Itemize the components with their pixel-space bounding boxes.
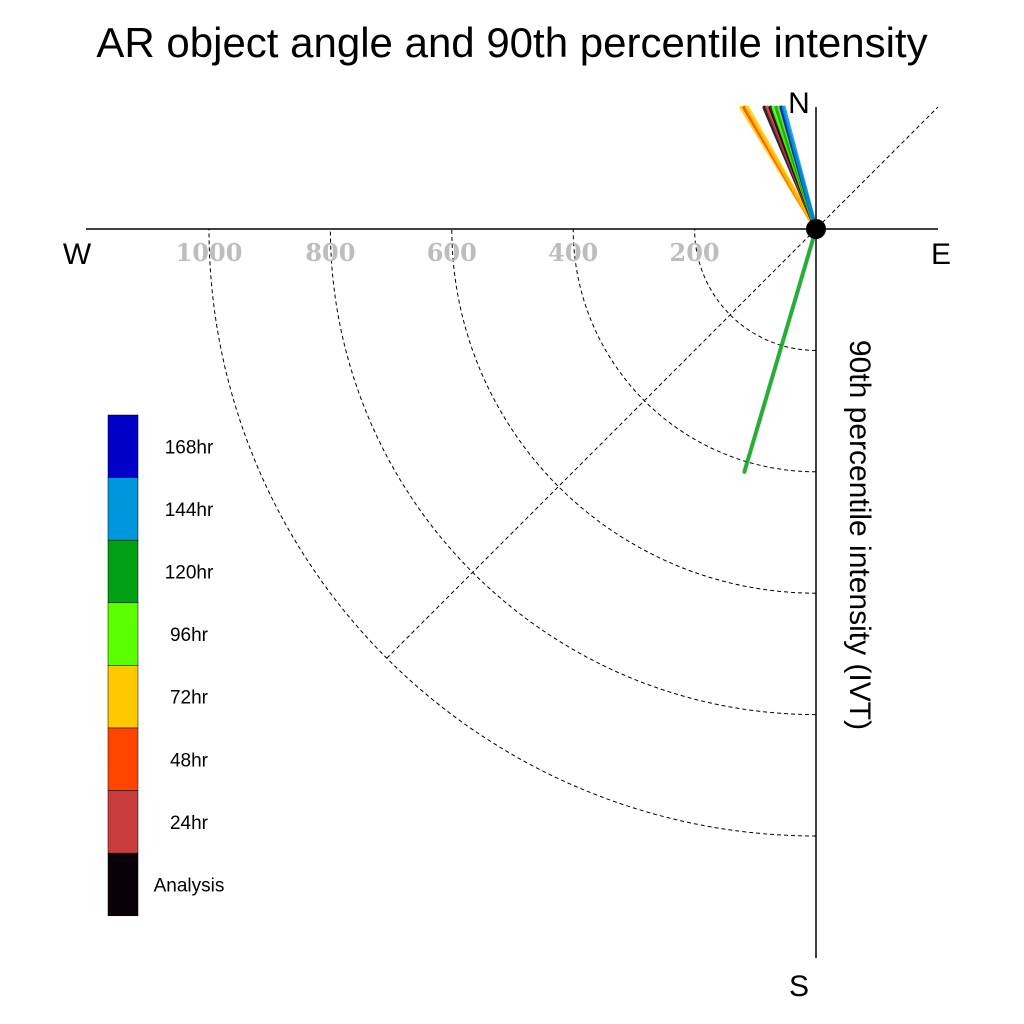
legend-swatch-48hr [107,727,139,791]
axes [86,107,938,958]
legend-swatch-analysis [107,852,139,917]
radial-axis-title: 90th percentile intensity (IVT) [843,340,876,730]
radial-tick-label-200: 200 [670,238,720,267]
radial-tick-label-600: 600 [427,238,477,267]
vector-120hr-11 [742,227,818,474]
grid [208,106,939,837]
legend-swatch-24hr [107,790,139,854]
radial-tick-label-1000: 1000 [176,238,243,267]
legend-label-analysis: Analysis [154,876,225,897]
legend-label-24hr: 24hr [170,813,209,834]
radial-tick-label-400: 400 [548,238,598,267]
legend-label-168hr: 168hr [165,437,214,458]
compass-east-label: E [931,238,951,271]
legend-label-144hr: 144hr [165,500,214,521]
legend-label-48hr: 48hr [170,750,209,771]
grid-diagonal [386,106,939,659]
vector-72hr-2 [745,105,818,231]
legend-label-120hr: 120hr [165,563,214,584]
compass-west-label: W [63,238,92,271]
radial-tick-label-800: 800 [305,238,355,267]
vectors [739,105,826,474]
chart-title: AR object angle and 90th percentile inte… [96,19,927,66]
legend: 168hr 144hr 120hr 96hr 72hr 48hr 24hr Analysis [107,414,225,917]
grid-arc-600 [451,228,817,594]
legend-swatch-168hr [107,414,139,478]
legend-label-96hr: 96hr [170,625,209,646]
compass-north-label: N [788,87,810,120]
radial-tick-labels: 200 400 600 800 1000 [176,238,720,267]
legend-label-72hr: 72hr [170,688,209,709]
legend-swatch-72hr [107,665,139,729]
legend-swatch-120hr [107,539,139,604]
vector-144hr-10 [781,105,818,231]
origin-dot [806,219,826,239]
compass-south-label: S [789,970,809,1003]
legend-swatch-96hr [107,602,139,666]
legend-swatch-144hr [107,477,139,541]
grid-arc-200 [694,228,817,351]
